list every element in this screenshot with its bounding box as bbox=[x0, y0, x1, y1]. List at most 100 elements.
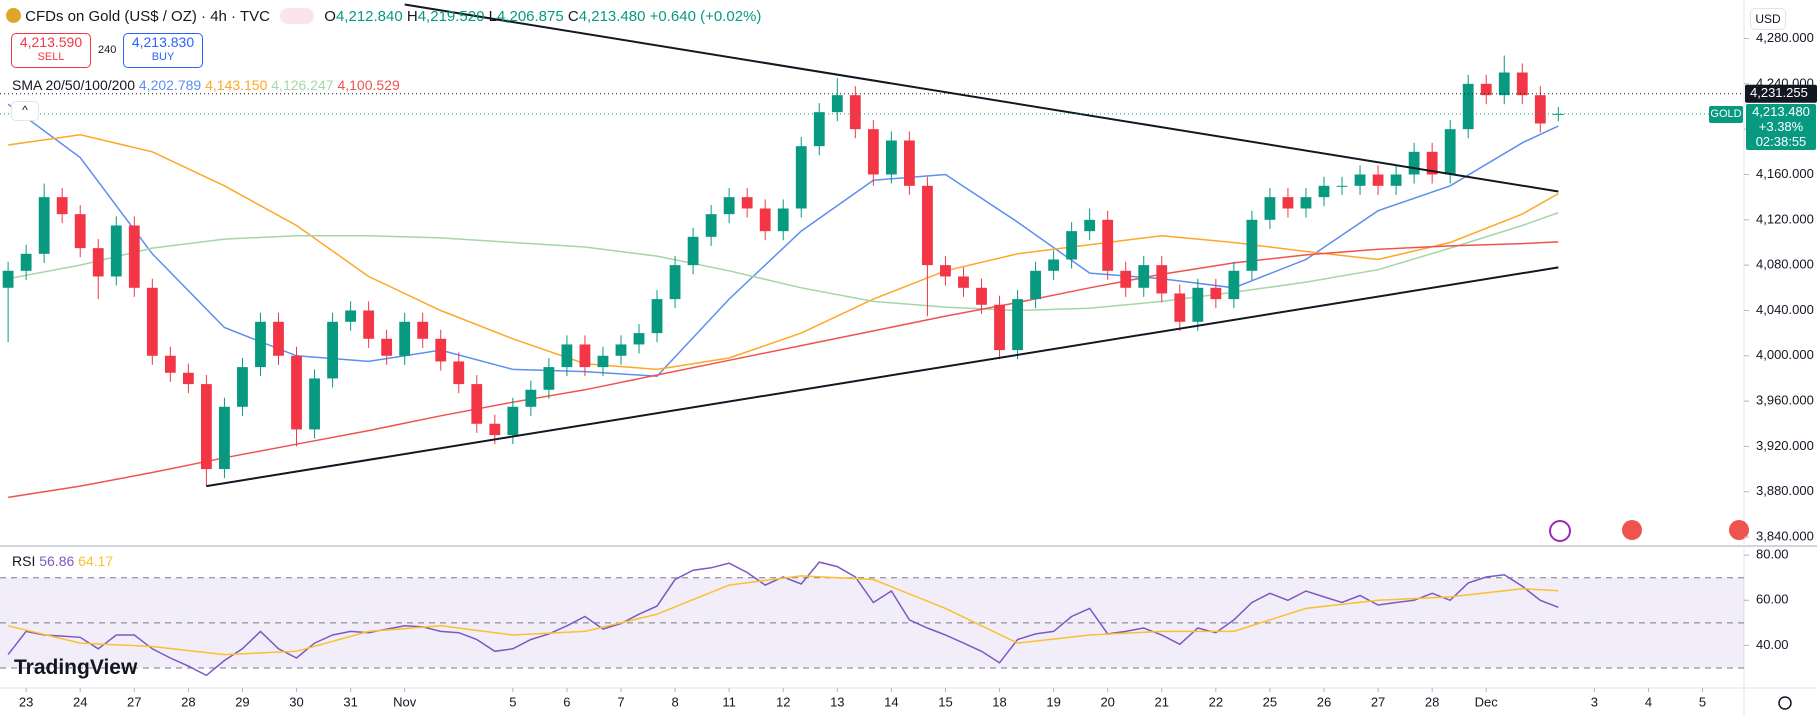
buy-price: 4,213.830 bbox=[131, 34, 195, 50]
candle-body bbox=[1318, 185, 1330, 198]
candle-body bbox=[164, 355, 176, 373]
candle-body bbox=[363, 310, 375, 339]
candle-body bbox=[417, 321, 429, 339]
candle-body bbox=[453, 361, 465, 385]
candle-body bbox=[940, 265, 951, 277]
sma-value: 4,202.789 bbox=[138, 77, 202, 93]
candle-body bbox=[777, 208, 789, 232]
candle-body bbox=[1012, 299, 1023, 351]
x-tick-label: 27 bbox=[1371, 694, 1385, 709]
x-tick-label: 25 bbox=[1263, 694, 1277, 709]
x-tick-label: 27 bbox=[127, 694, 141, 709]
sma-value: 4,126.247 bbox=[271, 77, 334, 93]
x-tick-label: Dec bbox=[1475, 694, 1499, 709]
x-tick-label: 18 bbox=[992, 694, 1006, 709]
spread: 240 bbox=[98, 44, 117, 56]
candle-body bbox=[471, 384, 483, 424]
candle-body bbox=[327, 321, 338, 379]
ohlc-label: C bbox=[567, 8, 579, 25]
rsi-value: 56.86 bbox=[39, 553, 75, 569]
candle-body bbox=[291, 355, 302, 430]
candle-body bbox=[1066, 231, 1078, 260]
x-tick-label: 3 bbox=[1591, 694, 1598, 709]
series-line bbox=[7, 561, 1559, 677]
x-tick-label: 30 bbox=[289, 694, 303, 709]
x-tick-label: 7 bbox=[617, 694, 624, 709]
candle-body bbox=[849, 95, 861, 130]
y-tick-label: 4,040.000 bbox=[1756, 302, 1814, 317]
candle-body bbox=[723, 197, 735, 215]
candle-body bbox=[1246, 219, 1258, 271]
candle-body bbox=[1102, 219, 1114, 271]
candle-body bbox=[1174, 293, 1186, 322]
candle-body bbox=[1192, 287, 1204, 322]
buy-label: BUY bbox=[151, 51, 175, 63]
trend-line bbox=[206, 266, 1559, 488]
y-tick-label: 80.00 bbox=[1756, 547, 1789, 562]
x-tick-label: 4 bbox=[1645, 694, 1652, 709]
candle-body bbox=[92, 248, 104, 277]
candle-body bbox=[687, 236, 699, 266]
candle-body bbox=[237, 367, 248, 407]
candle-body bbox=[1444, 129, 1456, 175]
series-line bbox=[7, 103, 1559, 377]
x-tick-label: 19 bbox=[1046, 694, 1060, 709]
currency-button[interactable]: USD bbox=[1750, 8, 1786, 30]
candle-body bbox=[2, 270, 14, 288]
x-tick-label: 22 bbox=[1209, 694, 1223, 709]
candle-body bbox=[651, 299, 663, 334]
candle-body bbox=[741, 197, 753, 209]
candle-body bbox=[56, 197, 68, 215]
rsi-pane bbox=[0, 561, 1744, 677]
settings-icon[interactable] bbox=[1778, 696, 1792, 710]
candle-body bbox=[399, 321, 411, 356]
symbol-title: CFDs on Gold (US$ / OZ) · 4h · TVC bbox=[25, 8, 270, 25]
x-tick-label: 12 bbox=[776, 694, 790, 709]
candle-body bbox=[1048, 259, 1060, 271]
candle-body bbox=[38, 197, 50, 254]
candle-body bbox=[958, 276, 969, 288]
x-tick-label: 11 bbox=[722, 694, 736, 709]
candle-body bbox=[1462, 83, 1474, 130]
logo: TradingView bbox=[14, 656, 138, 679]
x-tick-label: 31 bbox=[343, 694, 357, 709]
main-pane bbox=[2, 3, 1564, 499]
candle-body bbox=[1210, 287, 1222, 300]
candle-body bbox=[759, 208, 771, 232]
candle-body bbox=[182, 372, 194, 385]
buy-button[interactable]: 4,213.830 BUY bbox=[123, 33, 203, 68]
x-tick-label: 28 bbox=[1425, 694, 1439, 709]
y-tick-label: 4,280.000 bbox=[1756, 30, 1814, 45]
sell-button[interactable]: 4,213.590 SELL bbox=[11, 33, 91, 68]
ohlc-label: O bbox=[324, 8, 336, 25]
candle-body bbox=[561, 344, 573, 368]
sma-value: 4,100.529 bbox=[337, 77, 400, 93]
candle-body bbox=[885, 140, 897, 175]
x-tick-label: 8 bbox=[671, 694, 678, 709]
sell-label: SELL bbox=[37, 51, 65, 63]
y-tick-label: 3,920.000 bbox=[1756, 438, 1814, 453]
rsi-value: 64.17 bbox=[78, 553, 114, 569]
x-tick-label: 14 bbox=[884, 694, 898, 709]
candle-body bbox=[1084, 219, 1096, 232]
candle-body bbox=[507, 406, 519, 436]
candle-body bbox=[543, 367, 555, 390]
x-tick-label: 23 bbox=[19, 694, 33, 709]
ohlc-value: 4,213.480 bbox=[578, 8, 646, 25]
candle-body bbox=[435, 338, 447, 362]
candle-body bbox=[273, 321, 284, 356]
candle-body bbox=[1300, 197, 1312, 209]
candle-body bbox=[381, 338, 393, 356]
candle-body bbox=[1498, 72, 1510, 96]
symbol-tag: GOLD bbox=[1709, 106, 1743, 123]
candle-body bbox=[922, 185, 933, 266]
candle-body bbox=[20, 253, 32, 271]
candle-body bbox=[219, 406, 230, 470]
sma-value: 4,143.150 bbox=[205, 77, 268, 93]
y-tick-label: 3,880.000 bbox=[1756, 483, 1814, 498]
collapse-button[interactable]: ^ bbox=[11, 101, 39, 121]
rsi-legend: RSI 56.86 64.17 bbox=[12, 553, 113, 569]
candle-body bbox=[669, 265, 681, 300]
candle-body bbox=[1282, 197, 1294, 209]
